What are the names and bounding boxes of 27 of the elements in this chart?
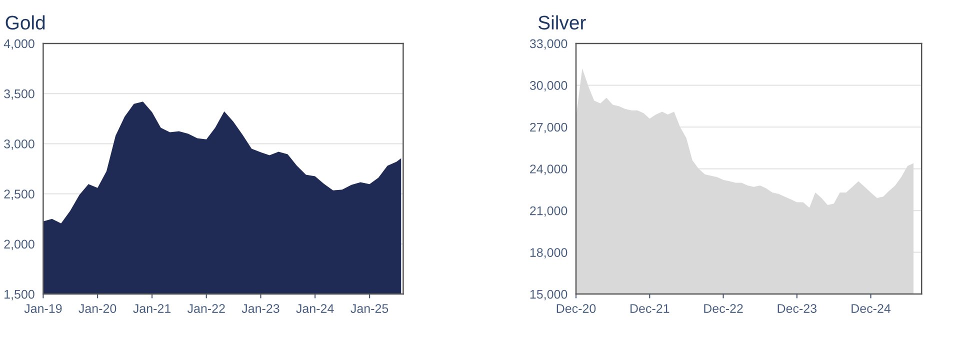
y-tick-label: 3,000: [4, 140, 34, 150]
y-tick-label: 3,500: [4, 89, 34, 100]
y-tick-label: 2,000: [4, 240, 34, 250]
x-tick-label: Jan-23: [242, 304, 280, 313]
y-tick-label: 2,500: [4, 190, 34, 200]
y-tick-label: 33,000: [530, 39, 568, 50]
y-tick-label: 1,500: [4, 290, 34, 300]
x-tick-label: Jan-24: [296, 304, 334, 313]
y-tick-label: 4,000: [4, 39, 34, 50]
chart-title: Silver: [538, 15, 586, 30]
x-tick-label: Jan-19: [24, 304, 62, 313]
x-tick-label: Jan-20: [78, 304, 116, 313]
y-tick-label: 18,000: [530, 248, 568, 258]
y-tick-label: 24,000: [530, 164, 568, 175]
x-tick-label: Jan-22: [187, 304, 225, 313]
x-tick-label: Dec-21: [630, 304, 670, 313]
chart-title: Gold: [6, 15, 45, 30]
y-tick-label: 30,000: [530, 81, 568, 92]
x-tick-label: Dec-23: [778, 304, 817, 313]
x-tick-label: Dec-24: [852, 304, 891, 313]
x-tick-label: Dec-20: [556, 304, 596, 313]
x-tick-label: Jan-21: [133, 304, 171, 313]
x-tick-label: Dec-22: [704, 304, 743, 313]
y-tick-label: 27,000: [530, 122, 568, 134]
y-tick-label: 21,000: [530, 206, 568, 217]
x-tick-label: Jan-25: [350, 304, 388, 313]
y-tick-label: 15,000: [530, 290, 568, 300]
